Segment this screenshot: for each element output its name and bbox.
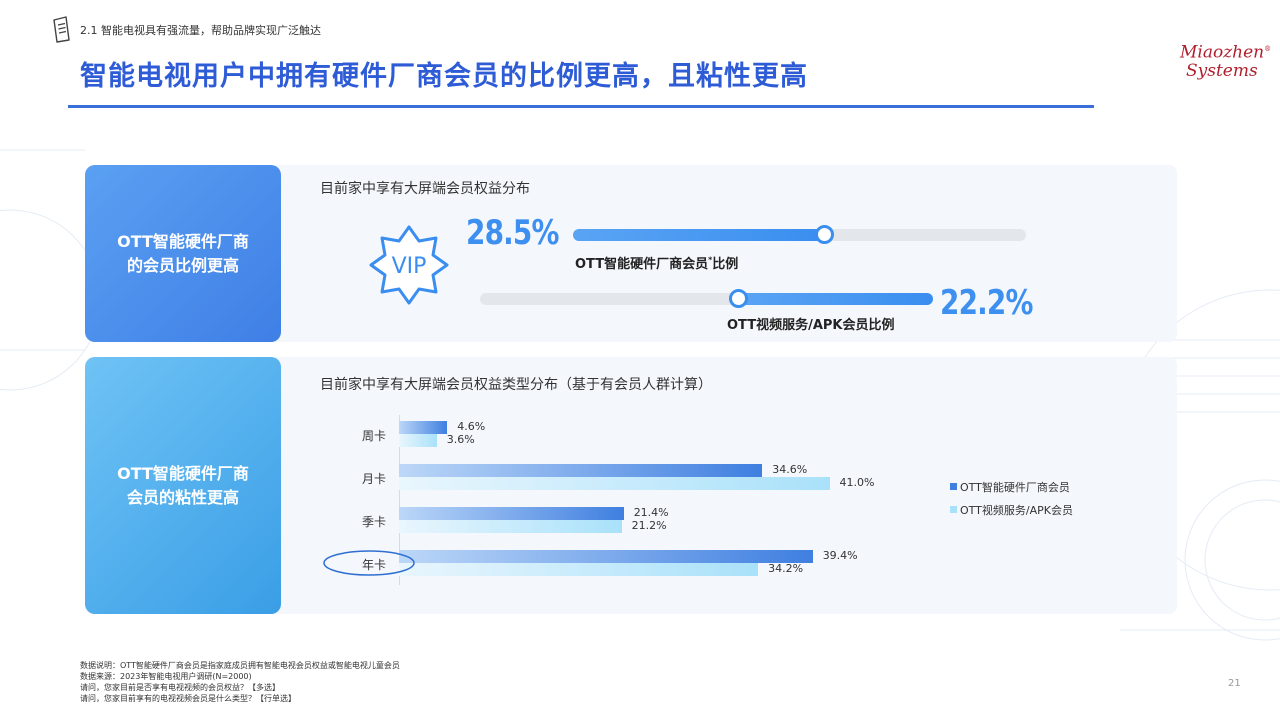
- metric-apk-knob: [728, 289, 748, 308]
- bar-hardware: [399, 550, 813, 563]
- footnote-4: 请问，您家目前享有的电视视频会员是什么类型？【行单选】: [80, 694, 296, 703]
- title-divider: [68, 105, 1094, 108]
- bar-apk: [399, 434, 437, 447]
- metric-hardware-fill: [573, 229, 824, 241]
- bar-apk: [399, 477, 830, 490]
- metric-apk-caption: OTT视频服务/APK会员比例: [727, 318, 895, 333]
- bottom-side-label-line1: OTT智能硬件厂商: [117, 463, 249, 483]
- metric-hardware-caption-main: OTT智能硬件厂商会员: [575, 257, 709, 272]
- metric-apk-value: 22.2%: [940, 283, 1033, 323]
- vip-text: VIP: [392, 254, 427, 279]
- metric-hardware-value: 28.5%: [466, 213, 559, 253]
- bar-apk: [399, 563, 759, 576]
- top-subtitle: 目前家中享有大屏端会员权益分布: [320, 181, 530, 197]
- value-label-apk: 21.2%: [631, 519, 667, 532]
- vip-badge-icon: VIP: [369, 225, 449, 305]
- metric-hardware-caption-mark: *: [708, 255, 713, 265]
- bottom-side-label: OTT智能硬件厂商 会员的粘性更高: [85, 357, 281, 614]
- top-side-label-line1: OTT智能硬件厂商: [117, 231, 249, 251]
- section-label: 2.1 智能电视具有强流量，帮助品牌实现广泛触达: [80, 24, 321, 37]
- footnote-1: 数据说明：OTT智能硬件厂商会员是指家庭成员拥有智能电视会员权益或智能电视儿童会…: [80, 661, 400, 670]
- value-label-apk: 41.0%: [839, 476, 875, 489]
- category-label: 季卡: [362, 515, 387, 529]
- top-side-label: OTT智能硬件厂商 的会员比例更高: [85, 165, 281, 342]
- metric-hardware-caption: OTT智能硬件厂商会员*比例: [575, 253, 738, 272]
- logo-registered-mark: ®: [1264, 45, 1272, 53]
- legend-label-apk: OTT视频服务/APK会员: [960, 504, 1073, 517]
- category-label: 年卡: [362, 558, 387, 572]
- bar-hardware: [399, 464, 763, 477]
- footnote-2: 数据来源：2023年智能电视用户调研(N=2000): [80, 672, 252, 681]
- logo-line2: Systems: [1186, 60, 1258, 81]
- logo-line1: Miaozhen: [1180, 42, 1265, 63]
- page-number: 21: [1228, 678, 1241, 689]
- value-label-hardware: 21.4%: [633, 506, 669, 519]
- legend-label-hardware: OTT智能硬件厂商会员: [960, 481, 1070, 494]
- company-logo: Miaozhen® Systems: [1180, 40, 1271, 81]
- category-label: 月卡: [362, 472, 387, 486]
- bottom-subtitle: 目前家中享有大屏端会员权益类型分布（基于有会员人群计算）: [320, 377, 712, 393]
- footnote-3: 请问，您家目前是否享有电视视频的会员权益？【多选】: [80, 683, 280, 692]
- metric-hardware-caption-tail: 比例: [712, 257, 739, 272]
- bar-hardware: [399, 421, 448, 434]
- value-label-hardware: 39.4%: [822, 549, 858, 562]
- metric-apk-fill: [737, 293, 933, 305]
- bottom-side-label-line2: 会员的粘性更高: [126, 487, 239, 507]
- bar-hardware: [399, 507, 624, 520]
- page-title: 智能电视用户中拥有硬件厂商会员的比例更高，且粘性更高: [80, 61, 808, 92]
- bar-apk: [399, 520, 622, 533]
- category-label: 周卡: [362, 429, 387, 443]
- value-label-apk: 3.6%: [446, 433, 475, 446]
- legend-swatch-apk: [950, 506, 957, 513]
- metric-hardware-knob: [814, 225, 834, 244]
- top-side-label-line2: 的会员比例更高: [126, 255, 239, 275]
- value-label-hardware: 4.6%: [457, 420, 486, 433]
- chart-axis: [399, 415, 400, 585]
- legend-swatch-hardware: [950, 483, 957, 490]
- value-label-hardware: 34.6%: [772, 463, 808, 476]
- value-label-apk: 34.2%: [768, 562, 804, 575]
- document-icon: [53, 16, 70, 43]
- highlight-ellipse: [323, 550, 415, 576]
